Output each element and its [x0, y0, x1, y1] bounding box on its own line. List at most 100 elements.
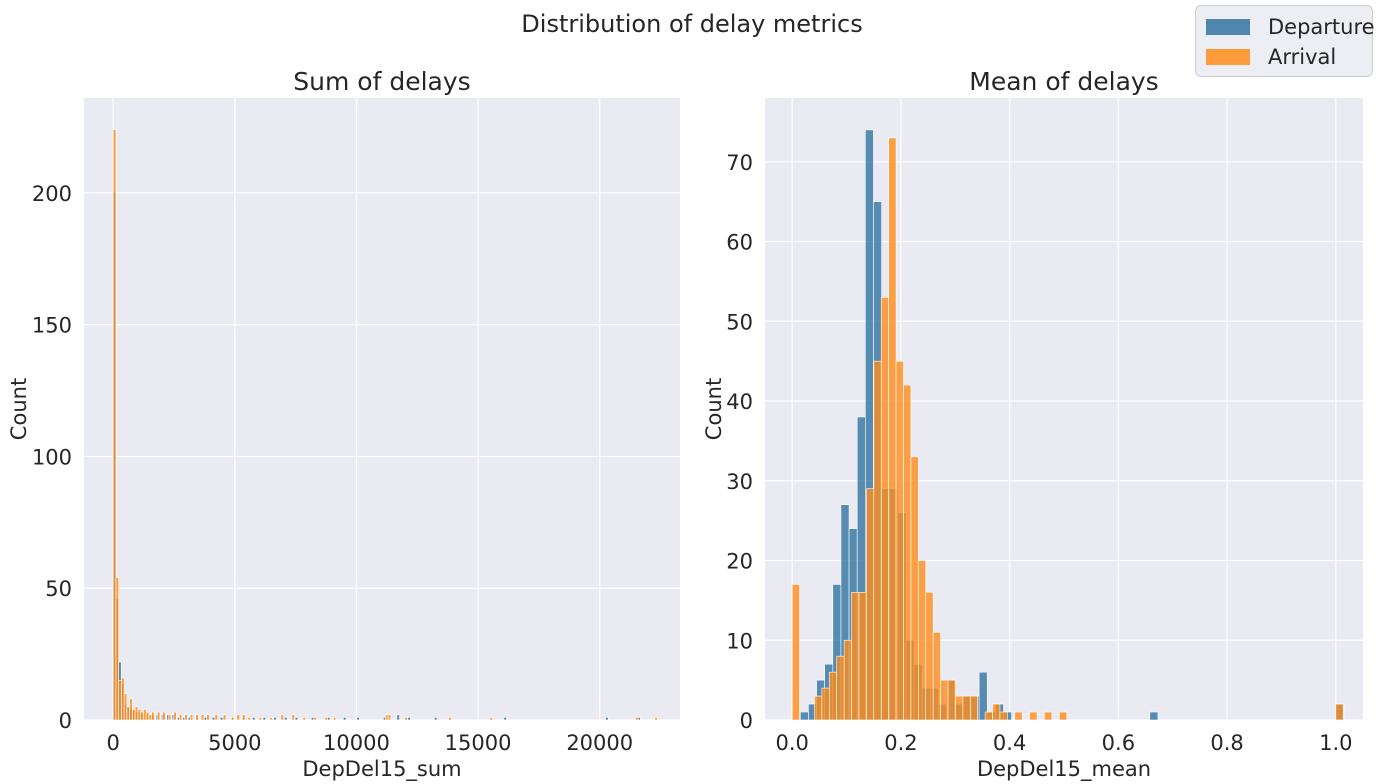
y-tick-label: 70 [726, 151, 753, 175]
histogram-bar [126, 706, 130, 721]
histogram-bar [222, 714, 227, 721]
legend-label-departure: Departure [1268, 15, 1375, 39]
histogram-bar [1014, 711, 1023, 721]
histogram-bar [247, 717, 251, 721]
histogram-bar [999, 711, 1008, 721]
histogram-bar [605, 717, 609, 721]
histogram-bar [1059, 711, 1068, 721]
histogram-bar [162, 711, 166, 721]
histogram-bar [184, 714, 188, 721]
histogram-bar [118, 680, 122, 721]
histogram-bar [404, 717, 408, 721]
histogram-bar [151, 711, 155, 721]
histogram-bar [284, 717, 288, 721]
x-tick-label: 10000 [323, 731, 390, 755]
histogram-bar [918, 560, 927, 721]
x-tick-label: 0.4 [993, 731, 1026, 755]
histogram-bar [332, 717, 337, 721]
histogram-bar [821, 687, 830, 721]
histogram-bar [302, 717, 306, 721]
histogram-bar [123, 693, 128, 721]
histogram-bar [910, 456, 919, 721]
histogram-bar [800, 711, 809, 721]
histogram-bar [880, 297, 889, 721]
histogram-bar [313, 717, 317, 721]
histogram-bar [112, 129, 117, 721]
legend-item-departure: Departure [1206, 12, 1375, 42]
histogram-bar [310, 717, 315, 721]
histogram-bar [791, 584, 800, 721]
x-axis-label: DepDel15_sum [302, 757, 461, 782]
histogram-bar [1029, 711, 1038, 721]
histogram-bar [962, 695, 971, 721]
y-tick-label: 20 [726, 550, 753, 574]
y-tick-label: 100 [32, 445, 72, 469]
x-tick-label: 1.0 [1319, 731, 1352, 755]
histogram-bar [387, 714, 392, 721]
histogram-bar [992, 703, 1001, 721]
x-tick-label: 0.8 [1210, 731, 1243, 755]
panel-title: Sum of delays [293, 67, 470, 96]
legend-label-arrival: Arrival [1268, 45, 1337, 69]
histogram-bar [356, 717, 360, 721]
histogram-bar [1044, 711, 1053, 721]
figure-title: Distribution of delay metrics [521, 10, 863, 38]
histogram-bar [291, 714, 295, 721]
x-axis-label: DepDel15_mean [977, 757, 1151, 782]
histogram-bar [195, 714, 199, 721]
histogram-bar [940, 679, 949, 721]
histogram-bar [635, 717, 639, 721]
x-tick-label: 20000 [566, 731, 633, 755]
histogram-bar [888, 137, 897, 721]
y-tick-label: 0 [59, 709, 72, 733]
histogram-bar [969, 695, 978, 721]
histogram-bar [242, 714, 246, 721]
histogram-bar [836, 655, 845, 721]
y-tick-label: 60 [726, 231, 753, 255]
y-tick-label: 150 [32, 314, 72, 338]
histogram-bar [814, 695, 823, 721]
histogram-bar [434, 717, 438, 721]
histogram-bar [137, 709, 141, 721]
histogram-bar [231, 717, 235, 721]
histogram-bar [269, 717, 273, 721]
x-tick-label: 0 [107, 731, 120, 755]
histogram-bar [396, 714, 400, 721]
histogram-bar [385, 714, 389, 721]
histogram-bar [200, 714, 205, 721]
histogram-bar [206, 714, 210, 721]
histogram-bar [903, 384, 912, 721]
histogram-bar [1149, 711, 1159, 721]
histogram-bar [211, 717, 216, 721]
histogram-bar [932, 631, 941, 721]
panel-2: 0 10 20 30 40 50 60 70 0.0 0.2 0.4 0.6 0.8 1.0 Mean of… [702, 67, 1363, 782]
histogram-bar [273, 717, 277, 721]
histogram-bar [143, 709, 147, 721]
histogram-bar [262, 717, 267, 721]
histogram-bar [1335, 703, 1344, 721]
histogram-bar [132, 709, 136, 721]
y-tick-label: 200 [32, 182, 72, 206]
legend-item-arrival: Arrival [1206, 42, 1336, 72]
histogram-bar [489, 717, 493, 721]
histogram-bar [984, 711, 993, 721]
panel-1: 0 50 100 150 200 0 5000 10000 15000 20000 Sum of d… [7, 67, 680, 782]
histogram-bar [895, 360, 904, 721]
legend-swatch-departure [1206, 19, 1250, 35]
histogram-bar [214, 714, 218, 721]
histogram-bar [140, 711, 144, 721]
histogram-bar [654, 717, 658, 721]
histogram-bar [148, 714, 152, 721]
panel-title: Mean of delays [969, 67, 1158, 96]
histogram-bar [134, 706, 139, 721]
y-axis-label: Count [7, 378, 31, 440]
histogram-bar [294, 717, 299, 721]
legend-swatch-arrival [1206, 49, 1250, 65]
histogram-bar [448, 717, 452, 721]
histogram-bar [258, 717, 262, 721]
histogram-bar [252, 717, 256, 721]
histogram-bar [189, 714, 194, 721]
x-tick-label: 0.2 [884, 731, 917, 755]
histogram-bar [129, 698, 133, 721]
